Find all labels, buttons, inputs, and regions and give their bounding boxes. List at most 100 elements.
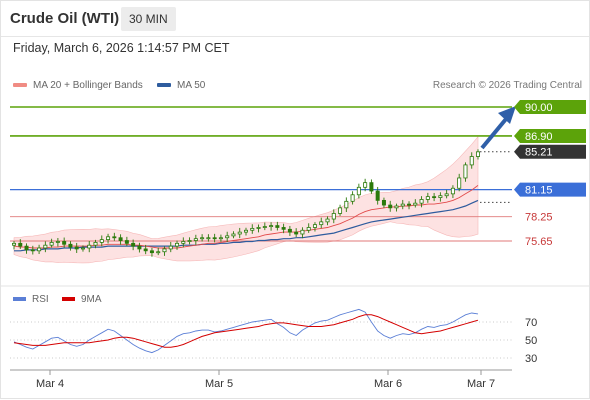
price-tag-pivot: 81.15 xyxy=(514,182,586,197)
candle-body xyxy=(137,245,142,250)
candle-body xyxy=(162,248,167,253)
x-axis-label: Mar 4 xyxy=(36,378,64,390)
bollinger-band xyxy=(13,135,479,264)
interval-selector[interactable]: 30 MIN xyxy=(121,7,176,31)
candle-body xyxy=(80,247,85,250)
candle-body xyxy=(106,236,111,240)
price-tag-bg xyxy=(514,144,586,159)
ma50-swatch xyxy=(157,83,171,88)
price-tag-support: 78.25 xyxy=(525,212,553,224)
rsi-tick-label: 50 xyxy=(525,335,537,347)
candle-body xyxy=(231,233,236,237)
candle-body xyxy=(375,190,380,201)
candle-body xyxy=(262,226,267,228)
price-tag-last: 85.21 xyxy=(514,144,586,159)
rsi-ma-swatch xyxy=(62,297,75,301)
candle-body xyxy=(338,207,343,214)
candle-body xyxy=(281,227,286,230)
candle-body xyxy=(400,203,405,207)
candle-body xyxy=(306,227,311,231)
rsi-ma-legend-label: 9MA xyxy=(81,294,102,305)
candle-body xyxy=(175,242,180,247)
candle-body xyxy=(256,227,261,229)
candle-body xyxy=(225,235,230,239)
candle-body xyxy=(388,204,393,209)
legend-ma20: MA 20 + Bollinger Bands xyxy=(13,80,143,91)
candle-body xyxy=(369,182,374,192)
candle-body xyxy=(87,244,92,249)
candle-body xyxy=(43,244,48,249)
candle-body xyxy=(212,237,217,240)
candle-body xyxy=(356,186,361,196)
candle-body xyxy=(457,177,462,189)
price-tag-label: 78.25 xyxy=(525,212,553,224)
candle-body xyxy=(118,237,123,241)
candle-body xyxy=(237,231,242,235)
candle-body xyxy=(49,242,54,246)
ma50-line xyxy=(14,199,479,252)
candle-body xyxy=(425,196,430,200)
source-credit: Research © 2026 Trading Central xyxy=(432,80,582,91)
candle-body xyxy=(93,242,98,246)
candle-body xyxy=(350,194,355,202)
price-tag-label: 75.65 xyxy=(525,236,553,248)
price-tag-support: 75.65 xyxy=(525,236,553,248)
price-tag-bg xyxy=(514,128,586,143)
legend-ma50: MA 50 xyxy=(157,80,205,91)
timestamp: Friday, March 6, 2026 1:14:57 PM CET xyxy=(13,41,230,55)
header-bar: Crude Oil (WTI) 30 MIN xyxy=(0,0,590,37)
candle-body xyxy=(450,187,455,195)
candle-body xyxy=(200,237,205,240)
candle-body xyxy=(287,228,292,233)
legend-ma20-label: MA 20 + Bollinger Bands xyxy=(33,80,143,91)
candle-body xyxy=(407,203,412,206)
price-tag-label: 86.90 xyxy=(525,131,553,143)
candle-body xyxy=(99,239,104,243)
candle-body xyxy=(394,205,399,209)
price-tag-label: 85.21 xyxy=(525,147,553,159)
candle-body xyxy=(438,195,443,198)
candle-body xyxy=(187,240,192,242)
candle-body xyxy=(193,238,198,241)
candle-body xyxy=(74,246,79,250)
candle-body xyxy=(344,200,349,209)
rsi-tick-label: 70 xyxy=(525,317,537,329)
candle-body xyxy=(37,247,42,252)
x-axis-label: Mar 6 xyxy=(374,378,402,390)
candle-body xyxy=(11,242,16,246)
forecast-arrow-head xyxy=(498,106,516,124)
candle-body xyxy=(475,151,480,157)
candle-body xyxy=(18,242,23,247)
candle-body xyxy=(413,202,418,206)
ma20-line xyxy=(13,185,479,249)
candle-body xyxy=(243,229,248,233)
forecast-arrow-shaft xyxy=(480,117,508,150)
candle-body xyxy=(124,240,129,244)
candle-body xyxy=(381,199,386,206)
candle-body xyxy=(156,251,161,254)
candle-body xyxy=(319,221,324,226)
candle-body xyxy=(312,224,317,228)
price-tag-label: 81.15 xyxy=(525,185,553,197)
candle-body xyxy=(325,218,330,223)
rsi-swatch xyxy=(13,297,26,301)
rsi-ma-line xyxy=(13,314,479,348)
candle-body xyxy=(250,227,255,231)
rsi-legend-label: RSI xyxy=(32,294,49,305)
price-tag-resistance: 90.00 xyxy=(514,100,586,114)
ma20-swatch xyxy=(13,83,27,88)
candle-body xyxy=(168,245,173,250)
candle-body xyxy=(24,245,29,251)
candle-body xyxy=(294,231,299,235)
candle-body xyxy=(68,243,73,248)
candle-body xyxy=(62,241,67,245)
candle-body xyxy=(112,236,117,239)
candle-body xyxy=(432,196,437,199)
candle-body xyxy=(30,249,35,252)
candles-group xyxy=(11,149,480,257)
candle-body xyxy=(131,242,136,247)
candle-body xyxy=(469,156,474,166)
price-tag-label: 90.00 xyxy=(525,102,553,114)
instrument-title: Crude Oil (WTI) xyxy=(10,10,120,27)
